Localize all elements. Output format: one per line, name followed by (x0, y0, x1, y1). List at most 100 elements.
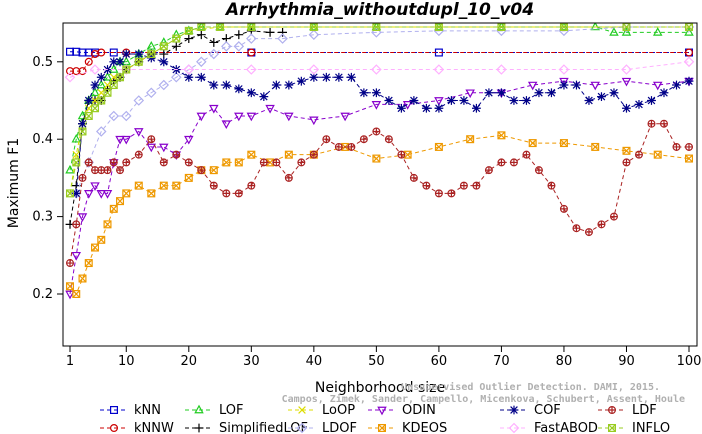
point-cof-7 (115, 57, 125, 67)
point-fastabod-4 (246, 64, 257, 75)
series-line-fastabod (69, 61, 690, 78)
point-ldf-8 (116, 166, 125, 175)
point-simplifiedlof-21 (278, 27, 288, 37)
point-odin-29 (527, 81, 538, 91)
point-ldof-14 (246, 33, 257, 44)
point-fastabod-7 (433, 64, 445, 75)
point-odin-27 (465, 89, 475, 99)
point-fastabod-0 (64, 72, 76, 83)
series-line-loop (69, 26, 689, 194)
point-odin-32 (621, 77, 632, 87)
point-odin-24 (371, 101, 382, 110)
point-lof-15 (196, 23, 207, 31)
point-ldf-38 (484, 166, 493, 175)
point-ldf-46 (584, 228, 593, 237)
point-fastabod-9 (558, 64, 570, 75)
point-ldf-14 (184, 158, 193, 167)
point-kdeos-30 (559, 139, 568, 148)
legend-marker-lof (194, 404, 204, 414)
point-odin-15 (196, 112, 207, 122)
point-inflo-19 (372, 23, 381, 31)
point-inflo-0 (65, 189, 74, 198)
point-ldf-7 (109, 158, 118, 167)
point-cof-42 (547, 88, 556, 98)
point-odin-33 (652, 81, 663, 91)
point-ldf-47 (597, 220, 606, 229)
point-ldf-22 (284, 173, 293, 182)
legend-item-loop: LoOP (288, 403, 355, 418)
point-ldf-51 (647, 119, 656, 128)
point-ldf-44 (559, 204, 568, 213)
point-kdeos-6 (103, 220, 112, 229)
point-odin-20 (265, 104, 275, 114)
x-tick-label-30: 30 (243, 354, 260, 369)
watermark-citation: Unsupervised Outlier Detection. DAMI, 20… (401, 381, 660, 393)
legend-label-knnw: kNNW (134, 421, 174, 434)
point-odin-2 (77, 213, 88, 222)
y-axis-label: Maximum F1 (6, 138, 22, 228)
point-ldf-34 (434, 189, 443, 198)
point-ldof-7 (158, 79, 170, 91)
legend-marker-knnw (109, 424, 118, 433)
point-fastabod-5 (308, 64, 320, 75)
y-axis: 0.2 0.3 0.4 0.5 (32, 55, 63, 302)
x-tick-label-20: 20 (181, 354, 198, 369)
point-inflo-9 (122, 65, 131, 74)
point-cof-1 (78, 119, 87, 129)
x-tick-label-40: 40 (306, 354, 323, 369)
point-ldof-11 (208, 48, 220, 60)
series-line-odin (69, 80, 690, 295)
point-ldf-27 (347, 142, 356, 151)
x-axis: 1 10 20 30 40 50 60 70 80 90 100 (66, 346, 702, 369)
point-ldf-35 (447, 189, 456, 198)
point-ldf-41 (522, 150, 531, 159)
point-ldf-39 (497, 158, 506, 167)
series-knnw (65, 48, 693, 76)
point-ldf-15 (197, 166, 206, 175)
legend-marker-inflo (607, 424, 616, 433)
point-odin-18 (234, 112, 244, 122)
point-lof-6 (102, 71, 113, 81)
point-inflo-2 (78, 127, 87, 136)
point-ldf-30 (384, 135, 393, 144)
point-kdeos-24 (372, 154, 381, 163)
point-ldf-48 (609, 212, 618, 221)
point-ldof-10 (196, 56, 207, 68)
point-lof-27 (684, 27, 694, 36)
series-odin (65, 77, 694, 300)
point-simplifiedlof-13 (171, 41, 181, 51)
point-cof-17 (234, 84, 244, 94)
point-odin-31 (590, 81, 600, 91)
point-ldof-3 (108, 110, 120, 122)
point-kdeos-5 (97, 235, 106, 244)
point-cof-47 (609, 88, 619, 98)
point-ldof-8 (171, 72, 182, 83)
point-ldf-37 (472, 181, 481, 190)
point-cof-36 (471, 103, 481, 113)
x-tick-label-100: 100 (677, 354, 702, 369)
point-fastabod-3 (183, 64, 195, 75)
legend-label-inflo: INFLO (632, 421, 670, 434)
legend-item-knn: kNN (100, 403, 161, 418)
y-tick-label-0.3: 0.3 (32, 210, 53, 225)
point-kdeos-4 (91, 243, 100, 252)
point-cof-27 (359, 88, 369, 98)
legend-label-loop: LoOP (322, 403, 355, 418)
series-line-ldof (75, 26, 689, 194)
legend-marker-ldof (296, 422, 308, 434)
point-cof-38 (497, 88, 506, 98)
x-tick-label-10: 10 (118, 354, 135, 369)
legend-label-cof: COF (534, 403, 561, 418)
point-cof-49 (634, 99, 644, 109)
point-ldof-6 (146, 87, 157, 99)
point-ldf-11 (147, 135, 156, 144)
point-cof-40 (522, 96, 531, 105)
legend-marker-knn (109, 406, 118, 415)
point-ldf-19 (247, 181, 256, 190)
point-simplifiedlof-16 (209, 38, 219, 47)
point-ldf-53 (672, 142, 681, 151)
point-ldf-12 (159, 158, 168, 167)
legend-marker-fastabod (508, 422, 520, 434)
point-ldf-1 (72, 220, 81, 229)
point-odin-3 (84, 190, 94, 199)
